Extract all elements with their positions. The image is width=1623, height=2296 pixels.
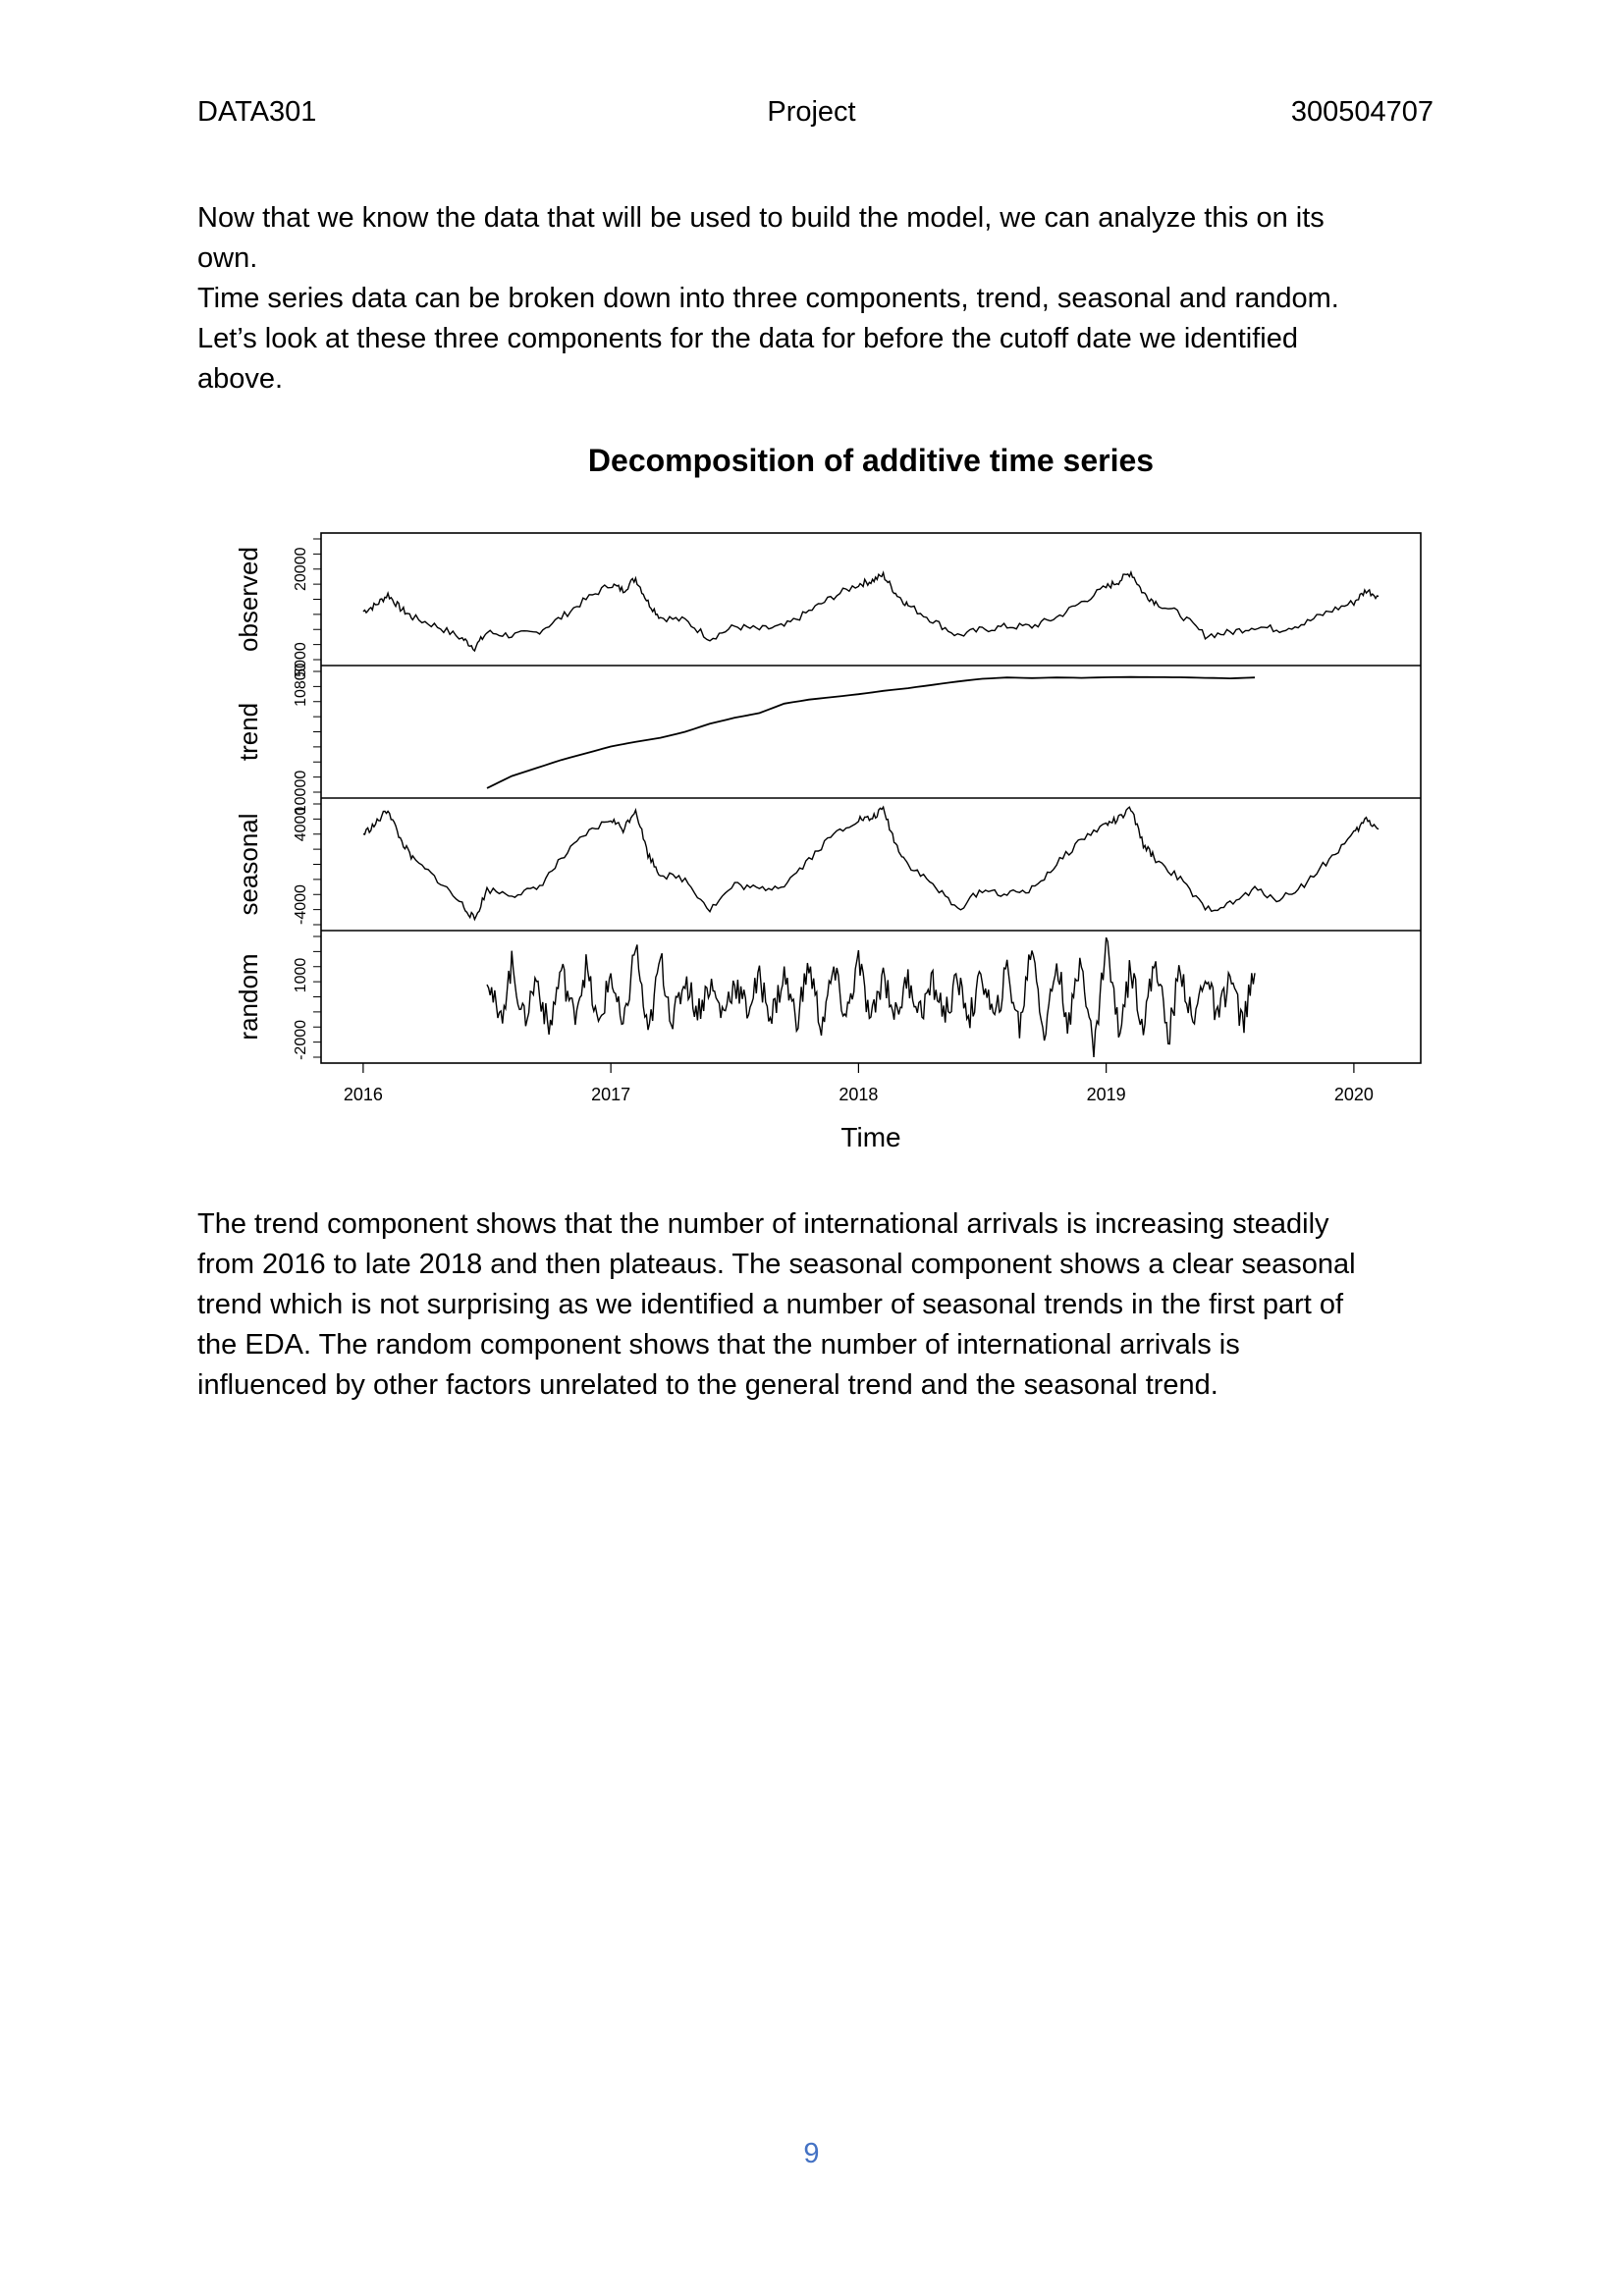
x-tick-label: 2020	[1334, 1085, 1374, 1104]
discussion-paragraph: The trend component shows that the numbe…	[197, 1204, 1439, 1406]
series-line-random	[486, 936, 1256, 1058]
intro-line: own.	[197, 242, 258, 274]
y-tick-label: 20000	[293, 547, 309, 591]
y-tick-label: 4000	[293, 807, 309, 842]
x-tick-label: 2019	[1087, 1085, 1126, 1104]
discussion-line: The trend component shows that the numbe…	[197, 1208, 1329, 1240]
discussion-line: the EDA. The random component shows that…	[197, 1329, 1240, 1361]
y-tick-label: 5000	[293, 642, 309, 677]
discussion-line: trend which is not surprising as we iden…	[197, 1289, 1344, 1320]
header-title: Project	[767, 96, 856, 128]
intro-line: Now that we know the data that will be u…	[197, 202, 1325, 234]
series-line-trend	[486, 675, 1256, 789]
panel-label-seasonal: seasonal	[234, 813, 263, 915]
intro-line: above.	[197, 363, 284, 395]
discussion-line: influenced by other factors unrelated to…	[197, 1369, 1218, 1401]
x-tick-label: 2016	[344, 1085, 383, 1104]
intro-paragraph: Now that we know the data that will be u…	[197, 198, 1439, 400]
x-tick-label: 2018	[839, 1085, 878, 1104]
y-tick-label: 10800	[293, 663, 309, 707]
y-tick-label: -2000	[293, 1020, 309, 1060]
header-student-id: 300504707	[1290, 96, 1434, 128]
page-number: 9	[803, 2138, 820, 2169]
y-tick-label: 10000	[293, 771, 309, 815]
y-tick-label: -4000	[293, 884, 309, 925]
discussion-line: from 2016 to late 2018 and then plateaus…	[197, 1249, 1356, 1280]
header-course: DATA301	[197, 96, 317, 128]
y-tick-label: 1000	[293, 958, 309, 993]
panel-label-random: random	[234, 953, 263, 1040]
series-line-observed	[362, 569, 1380, 653]
x-tick-label: 2017	[591, 1085, 630, 1104]
x-axis-label: Time	[840, 1122, 900, 1152]
series-line-seasonal	[362, 805, 1380, 922]
panel-label-trend: trend	[234, 703, 263, 761]
decomposition-chart: Decomposition of additive time series 500…	[206, 432, 1443, 1178]
chart-title: Decomposition of additive time series	[588, 443, 1154, 478]
decomposition-chart-svg: Decomposition of additive time series 500…	[234, 443, 1422, 1152]
intro-line: Time series data can be broken down into…	[197, 283, 1339, 314]
panel-label-observed: observed	[234, 547, 263, 652]
intro-line: Let’s look at these three components for…	[197, 323, 1298, 354]
